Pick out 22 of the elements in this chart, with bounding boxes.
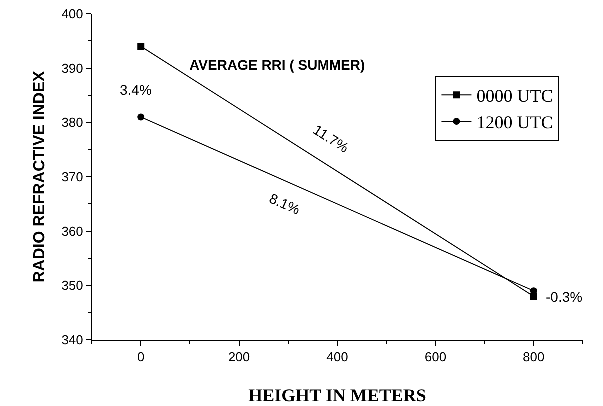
annotation: 3.4% xyxy=(120,82,152,98)
y-tick-label: 370 xyxy=(62,170,84,185)
legend-label: 0000 UTC xyxy=(476,86,554,106)
point xyxy=(138,114,145,121)
annotation: 8.1% xyxy=(267,190,303,218)
x-tick-label: 200 xyxy=(228,350,250,365)
x-tick-label: 0 xyxy=(137,350,145,365)
y-axis-title: RADIO REFRACTIVE INDEX xyxy=(32,70,49,283)
y-tick-label: 340 xyxy=(62,332,84,348)
y-tick-label: 380 xyxy=(62,115,84,130)
annotation: -0.3% xyxy=(546,289,583,305)
y-tick-label: 350 xyxy=(62,278,84,294)
point xyxy=(138,43,145,50)
x-tick-label: 400 xyxy=(326,350,348,365)
legend-label: 1200 UTC xyxy=(476,112,554,133)
x-axis-title: HEIGHT IN METERS xyxy=(248,386,426,406)
x-tick-label: 800 xyxy=(523,350,545,365)
y-tick-label: 390 xyxy=(62,60,84,76)
y-tick-label: 400 xyxy=(62,6,84,22)
y-tick-label: 360 xyxy=(62,224,84,239)
x-tick-label: 600 xyxy=(424,350,447,365)
text: AVERAGE RRI ( SUMMER) xyxy=(190,56,366,73)
